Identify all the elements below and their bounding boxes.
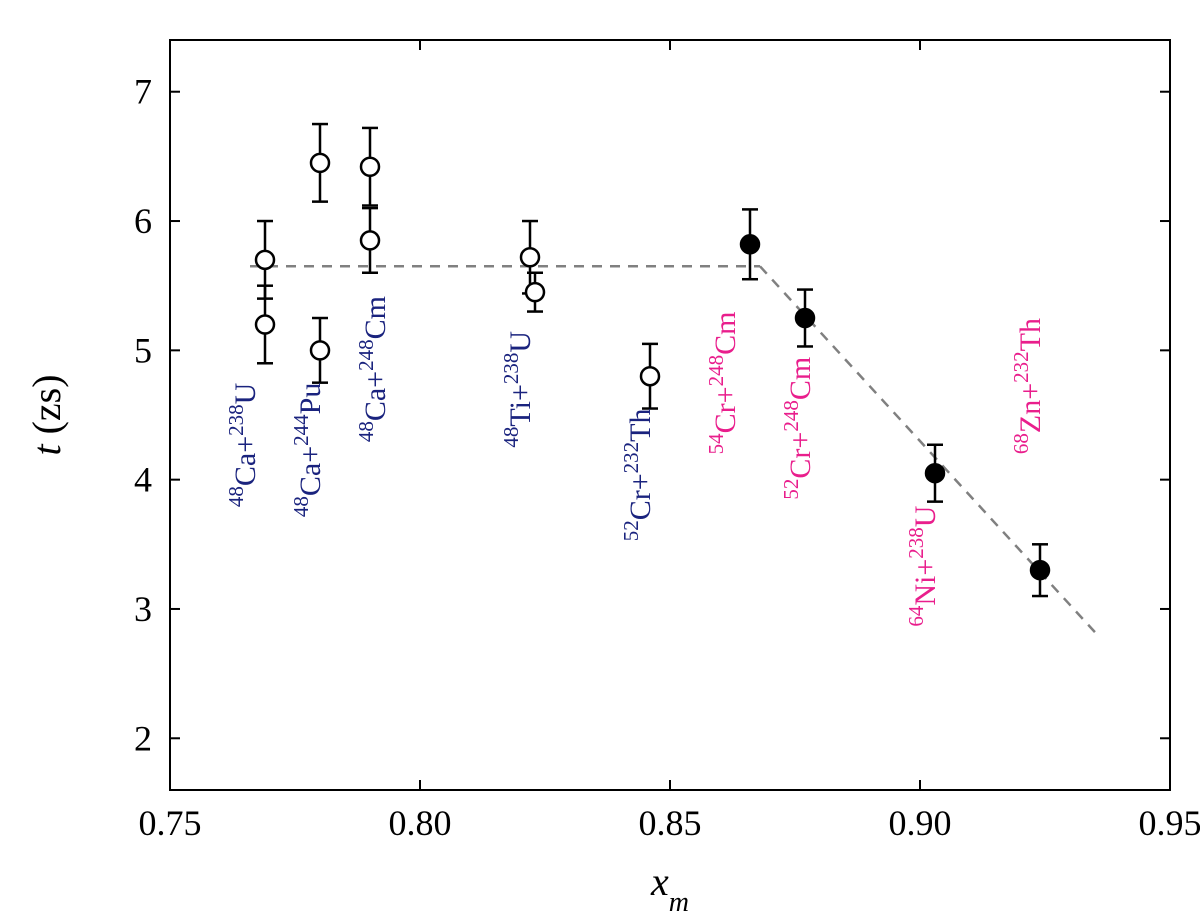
- reaction-label: 64Ni+238U: [904, 505, 942, 626]
- x-tick-label: 0.90: [889, 803, 952, 843]
- y-tick-label: 6: [134, 201, 152, 241]
- data-point: [361, 128, 379, 206]
- data-point: [796, 290, 814, 347]
- reaction-label: 52Cr+248Cm: [779, 357, 817, 500]
- reaction-label: 68Zn+232Th: [1009, 318, 1047, 454]
- reaction-label: 48Ti+238U: [499, 331, 537, 448]
- reaction-label: 54Cr+248Cm: [704, 312, 742, 455]
- x-tick-label: 0.75: [139, 803, 202, 843]
- chart-svg: 0.75 0.80 0.85 0.90 0.95 2 3 4 5 6 7 xm t (zs) 48Ca+2…: [0, 0, 1200, 917]
- data-point: [926, 445, 944, 502]
- data-point: [526, 273, 544, 312]
- y-tick-label: 2: [134, 718, 152, 758]
- y-tick-label: 7: [134, 72, 152, 112]
- x-tick-label: 0.80: [389, 803, 452, 843]
- y-axis-label: t (zs): [24, 374, 69, 455]
- data-point: [741, 209, 759, 279]
- y-tick-label: 5: [134, 330, 152, 370]
- data-point: [1031, 544, 1049, 596]
- data-point: [311, 124, 329, 202]
- x-axis-label: xm: [650, 859, 689, 917]
- y-tick-label: 4: [134, 460, 152, 500]
- reaction-label: 52Cr+232Th: [619, 409, 657, 542]
- x-tick-label: 0.95: [1139, 803, 1200, 843]
- reaction-label: 48Ca+248Cm: [354, 296, 392, 442]
- y-tick-label: 3: [134, 589, 152, 629]
- reaction-label: 48Ca+244Pu: [289, 383, 327, 517]
- data-point: [256, 286, 274, 364]
- data-point: [641, 344, 659, 409]
- scatter-chart: 0.75 0.80 0.85 0.90 0.95 2 3 4 5 6 7 xm t (zs) 48Ca+2…: [0, 0, 1200, 917]
- data-point: [311, 318, 329, 383]
- data-point: [361, 208, 379, 273]
- reaction-label: 48Ca+238U: [224, 382, 262, 507]
- x-tick-label: 0.85: [639, 803, 702, 843]
